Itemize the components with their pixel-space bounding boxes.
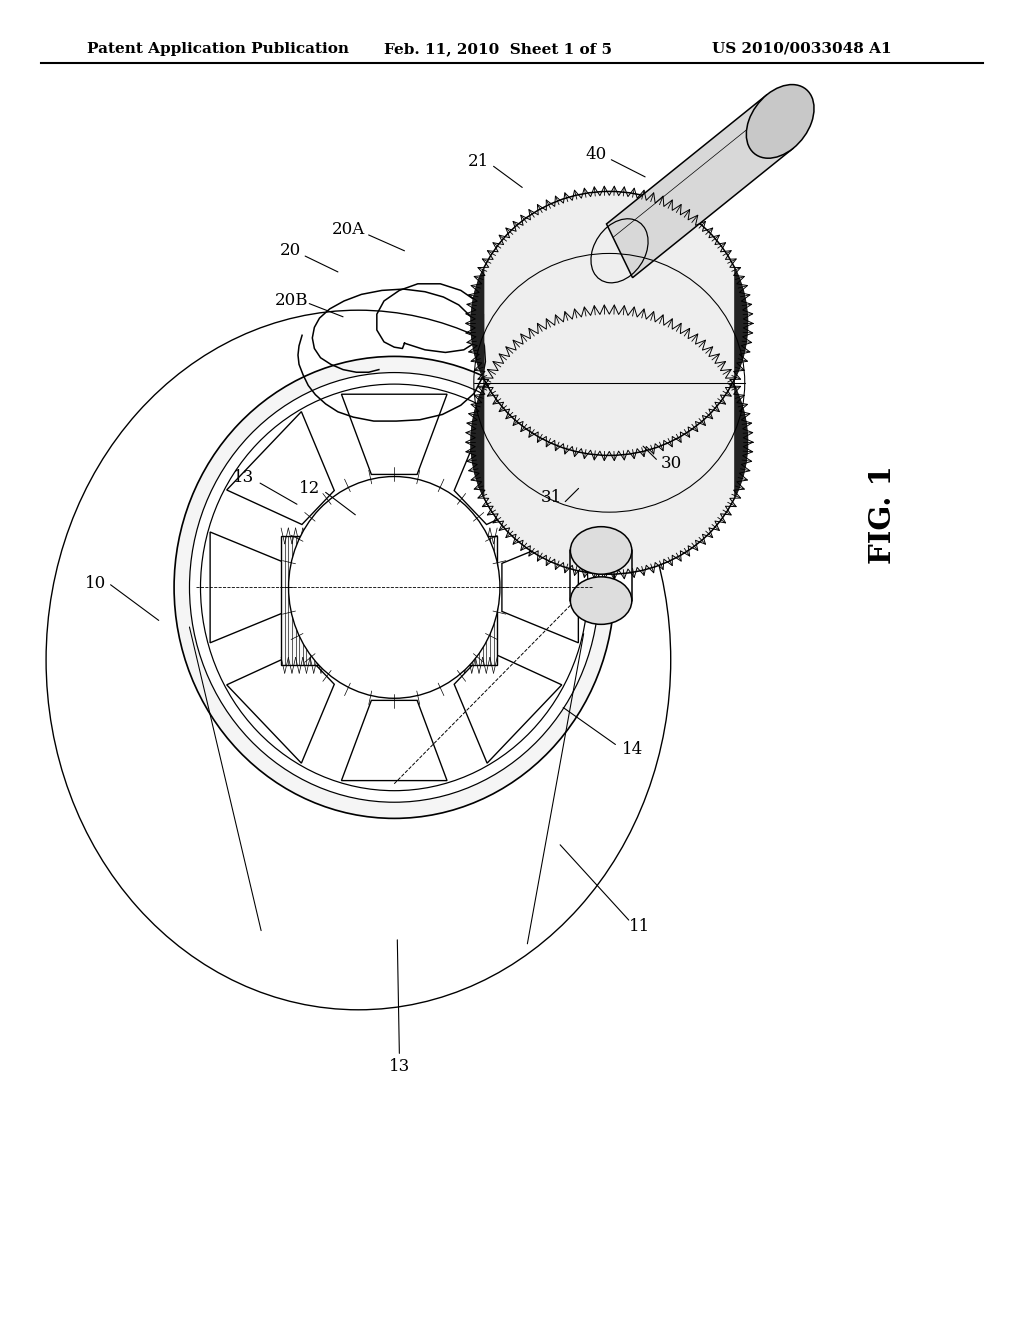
- Ellipse shape: [746, 84, 814, 158]
- Text: FIG. 1: FIG. 1: [868, 466, 897, 564]
- Text: 20A: 20A: [332, 222, 365, 238]
- Text: 13: 13: [389, 1059, 410, 1074]
- Polygon shape: [455, 412, 562, 524]
- Ellipse shape: [570, 577, 632, 624]
- Text: 31: 31: [541, 490, 561, 506]
- Polygon shape: [226, 412, 334, 524]
- Polygon shape: [226, 651, 334, 763]
- Text: 11: 11: [630, 919, 650, 935]
- Ellipse shape: [471, 310, 748, 574]
- Text: 12: 12: [299, 480, 319, 496]
- Text: 20: 20: [281, 243, 301, 259]
- Text: Patent Application Publication: Patent Application Publication: [87, 42, 349, 55]
- Polygon shape: [734, 268, 748, 498]
- Ellipse shape: [471, 191, 748, 455]
- Ellipse shape: [189, 372, 599, 803]
- Text: US 2010/0033048 A1: US 2010/0033048 A1: [712, 42, 891, 55]
- Text: 30: 30: [662, 455, 682, 471]
- Ellipse shape: [174, 356, 614, 818]
- Polygon shape: [455, 651, 562, 763]
- Polygon shape: [341, 395, 447, 474]
- Polygon shape: [410, 536, 498, 665]
- Polygon shape: [606, 95, 794, 277]
- Text: 10: 10: [85, 576, 105, 591]
- Ellipse shape: [201, 384, 588, 791]
- Text: 21: 21: [468, 153, 488, 169]
- Text: 14: 14: [623, 742, 643, 758]
- Polygon shape: [502, 532, 579, 643]
- Polygon shape: [210, 532, 287, 643]
- Polygon shape: [281, 536, 369, 665]
- Polygon shape: [341, 701, 447, 780]
- Ellipse shape: [570, 527, 632, 574]
- Text: Feb. 11, 2010  Sheet 1 of 5: Feb. 11, 2010 Sheet 1 of 5: [384, 42, 612, 55]
- Ellipse shape: [289, 477, 500, 698]
- Text: 20B: 20B: [275, 293, 308, 309]
- Text: 40: 40: [586, 147, 606, 162]
- Text: 13: 13: [233, 470, 254, 486]
- Polygon shape: [471, 268, 484, 498]
